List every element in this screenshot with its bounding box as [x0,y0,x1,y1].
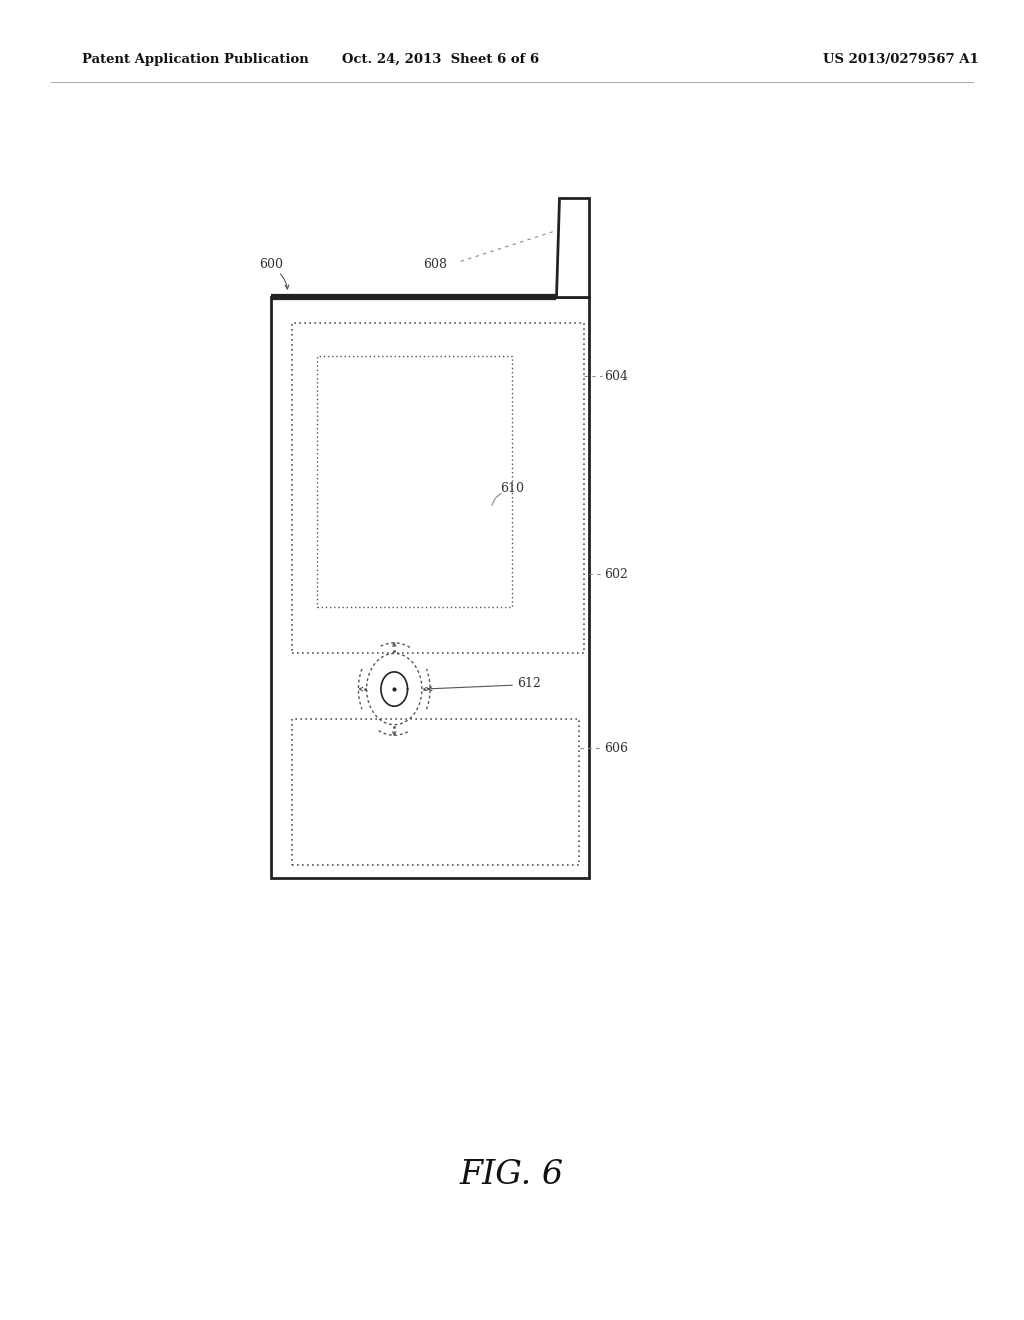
Text: Oct. 24, 2013  Sheet 6 of 6: Oct. 24, 2013 Sheet 6 of 6 [342,53,539,66]
Text: 610: 610 [500,482,523,495]
Polygon shape [556,198,589,297]
Text: 602: 602 [604,568,628,581]
Text: 612: 612 [517,677,541,690]
Bar [271,297,589,878]
Text: 600: 600 [259,257,284,271]
Bar [317,356,512,607]
Text: FIG. 6: FIG. 6 [460,1159,564,1191]
Bar [292,719,579,865]
Text: US 2013/0279567 A1: US 2013/0279567 A1 [823,53,979,66]
Text: 606: 606 [604,742,628,755]
Bar [292,323,584,653]
Text: Patent Application Publication: Patent Application Publication [82,53,308,66]
Text: 604: 604 [604,370,628,383]
Text: 608: 608 [423,257,447,271]
